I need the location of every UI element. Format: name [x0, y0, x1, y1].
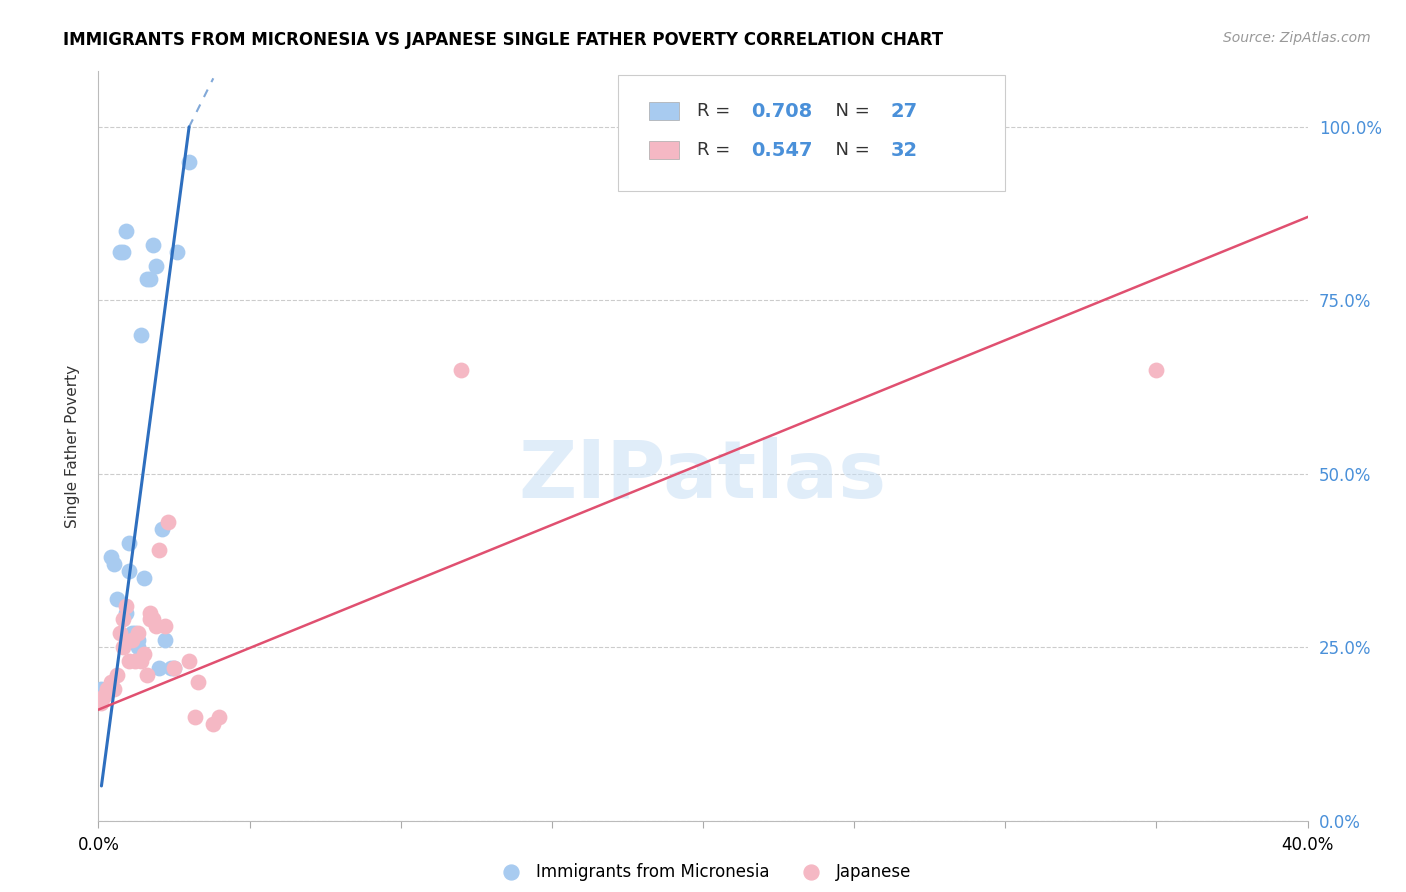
Point	[139, 606, 162, 620]
Text: Source: ZipAtlas.com: Source: ZipAtlas.com	[1223, 31, 1371, 45]
Point	[135, 668, 157, 682]
Text: R =: R =	[697, 141, 735, 159]
Point	[132, 571, 155, 585]
Point	[90, 696, 112, 710]
Point	[129, 654, 152, 668]
Text: 0.547: 0.547	[751, 141, 813, 160]
Point	[124, 626, 146, 640]
Text: R =: R =	[697, 102, 735, 120]
Point	[111, 640, 134, 655]
Point	[124, 654, 146, 668]
Text: 0.708: 0.708	[751, 102, 813, 120]
Point	[145, 619, 167, 633]
Point	[108, 626, 131, 640]
Point	[121, 633, 143, 648]
Point	[163, 661, 186, 675]
Point	[127, 626, 149, 640]
Point	[179, 654, 201, 668]
Point	[135, 272, 157, 286]
Point	[179, 154, 201, 169]
Point	[93, 689, 115, 703]
Point	[105, 668, 128, 682]
Point	[129, 328, 152, 343]
Point	[160, 661, 183, 675]
Point	[184, 709, 207, 723]
Point	[1144, 362, 1167, 376]
Text: N =: N =	[824, 102, 876, 120]
Point	[187, 674, 209, 689]
Point	[163, 661, 186, 675]
Point	[208, 709, 231, 723]
FancyBboxPatch shape	[648, 102, 679, 120]
Point	[166, 244, 188, 259]
Text: IMMIGRANTS FROM MICRONESIA VS JAPANESE SINGLE FATHER POVERTY CORRELATION CHART: IMMIGRANTS FROM MICRONESIA VS JAPANESE S…	[63, 31, 943, 49]
FancyBboxPatch shape	[619, 75, 1005, 191]
Point	[150, 522, 173, 536]
Point	[142, 237, 165, 252]
Point	[127, 640, 149, 655]
Point	[148, 661, 170, 675]
Text: 27: 27	[890, 102, 918, 120]
Point	[156, 516, 179, 530]
Point	[121, 626, 143, 640]
Point	[142, 612, 165, 626]
Point	[90, 681, 112, 696]
Point	[118, 564, 141, 578]
Point	[127, 633, 149, 648]
Point	[139, 272, 162, 286]
Point	[108, 244, 131, 259]
Point	[202, 716, 225, 731]
FancyBboxPatch shape	[648, 141, 679, 160]
Point	[114, 606, 136, 620]
Point	[114, 599, 136, 613]
Point	[100, 549, 122, 564]
Point	[118, 654, 141, 668]
Point	[103, 681, 125, 696]
Point	[111, 244, 134, 259]
Point	[111, 612, 134, 626]
Point	[139, 612, 162, 626]
Point	[105, 591, 128, 606]
Point	[103, 557, 125, 571]
Point	[153, 619, 176, 633]
Y-axis label: Single Father Poverty: Single Father Poverty	[65, 365, 80, 527]
Point	[96, 681, 118, 696]
Point	[450, 362, 472, 376]
Point	[100, 674, 122, 689]
Point	[132, 647, 155, 661]
Point	[114, 224, 136, 238]
Text: 32: 32	[890, 141, 918, 160]
Legend: Immigrants from Micronesia, Japanese: Immigrants from Micronesia, Japanese	[488, 856, 918, 888]
Point	[153, 633, 176, 648]
Text: ZIPatlas: ZIPatlas	[519, 437, 887, 515]
Point	[118, 536, 141, 550]
Text: N =: N =	[824, 141, 876, 159]
Point	[145, 259, 167, 273]
Point	[148, 543, 170, 558]
